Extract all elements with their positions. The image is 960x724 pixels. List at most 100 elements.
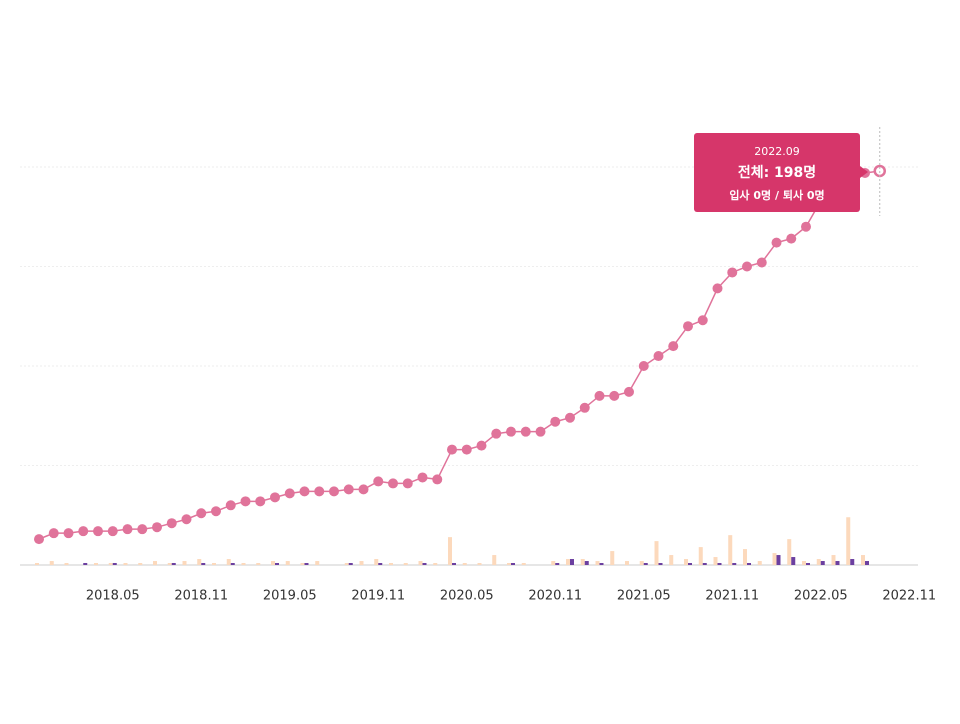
bar: [315, 561, 320, 565]
bar: [791, 557, 796, 565]
bar: [241, 563, 246, 565]
bar: [389, 563, 393, 565]
point: [579, 402, 590, 413]
bar: [776, 555, 781, 565]
bar: [610, 551, 615, 565]
point: [756, 257, 767, 268]
bar: [555, 563, 560, 565]
bar: [669, 555, 674, 565]
bar: [182, 561, 187, 565]
bar: [138, 563, 143, 565]
tooltip-text: 전체: 198명: [738, 164, 816, 181]
point: [594, 390, 605, 401]
bar: [816, 559, 821, 565]
point: [624, 386, 634, 397]
point: [78, 526, 89, 537]
bar: [654, 541, 659, 565]
bar: [212, 563, 216, 565]
point: [314, 486, 325, 497]
bar: [344, 563, 349, 565]
point: [299, 486, 310, 497]
bar: [584, 561, 589, 565]
bar: [713, 557, 718, 565]
x-tick-label: 2019.11: [351, 589, 405, 604]
point: [255, 496, 266, 507]
bar: [511, 563, 515, 565]
x-tick-label: 2021.11: [705, 589, 759, 604]
bar: [201, 563, 206, 565]
bar: [688, 563, 692, 565]
bar: [271, 561, 275, 565]
x-tick-label: 2020.11: [528, 589, 582, 604]
point: [520, 426, 531, 437]
bar: [865, 561, 869, 565]
point: [491, 428, 502, 439]
point: [712, 283, 723, 294]
line: [38, 170, 880, 540]
point: [196, 508, 207, 519]
point: [270, 492, 280, 503]
point: [771, 237, 782, 248]
tooltip-text: 2022.09: [754, 145, 800, 158]
bar: [599, 563, 604, 565]
bar: [846, 517, 851, 565]
x-tick-label: 2022.05: [794, 589, 848, 604]
point: [683, 321, 693, 332]
point: [653, 351, 664, 362]
bar: [507, 563, 511, 565]
point: [166, 518, 177, 529]
point: [461, 444, 472, 455]
point: [432, 474, 443, 485]
x-tick-label: 2019.05: [263, 589, 317, 604]
point: [609, 390, 620, 401]
bar: [787, 539, 792, 565]
bar: [639, 561, 644, 565]
bar: [462, 563, 467, 565]
point: [93, 526, 103, 537]
bar: [108, 563, 113, 565]
bar: [492, 555, 497, 565]
tooltip-text: 입사 0명 / 퇴사 0명: [729, 188, 824, 202]
point: [137, 524, 148, 535]
bar: [348, 563, 353, 565]
bar: [861, 555, 865, 565]
bar: [403, 563, 408, 565]
point: [63, 528, 74, 539]
bar: [230, 563, 235, 565]
point: [727, 267, 738, 278]
bar: [702, 563, 707, 565]
point: [638, 361, 649, 371]
bar: [477, 563, 482, 565]
bar: [256, 563, 261, 565]
bar: [112, 563, 117, 565]
bar: [123, 563, 128, 565]
point: [122, 524, 133, 535]
point: [506, 426, 516, 437]
point: [388, 478, 398, 489]
point: [565, 412, 575, 423]
bar: [625, 561, 629, 565]
point: [402, 478, 413, 489]
bar: [595, 561, 600, 565]
bar: [275, 563, 279, 565]
point: [801, 221, 811, 232]
point: [343, 484, 354, 495]
bar: [285, 561, 290, 565]
bar: [743, 549, 747, 565]
bar: [374, 559, 379, 565]
bar: [452, 563, 456, 565]
point: [329, 486, 339, 497]
bar: [747, 563, 751, 565]
bar: [566, 559, 570, 565]
point: [211, 506, 221, 517]
bar: [359, 561, 364, 565]
bar: [418, 561, 423, 565]
point: [786, 233, 797, 244]
bar: [820, 561, 825, 565]
bar: [521, 563, 526, 565]
bar: [643, 563, 648, 565]
point: [48, 528, 59, 539]
point: [107, 526, 118, 537]
point: [742, 261, 752, 272]
